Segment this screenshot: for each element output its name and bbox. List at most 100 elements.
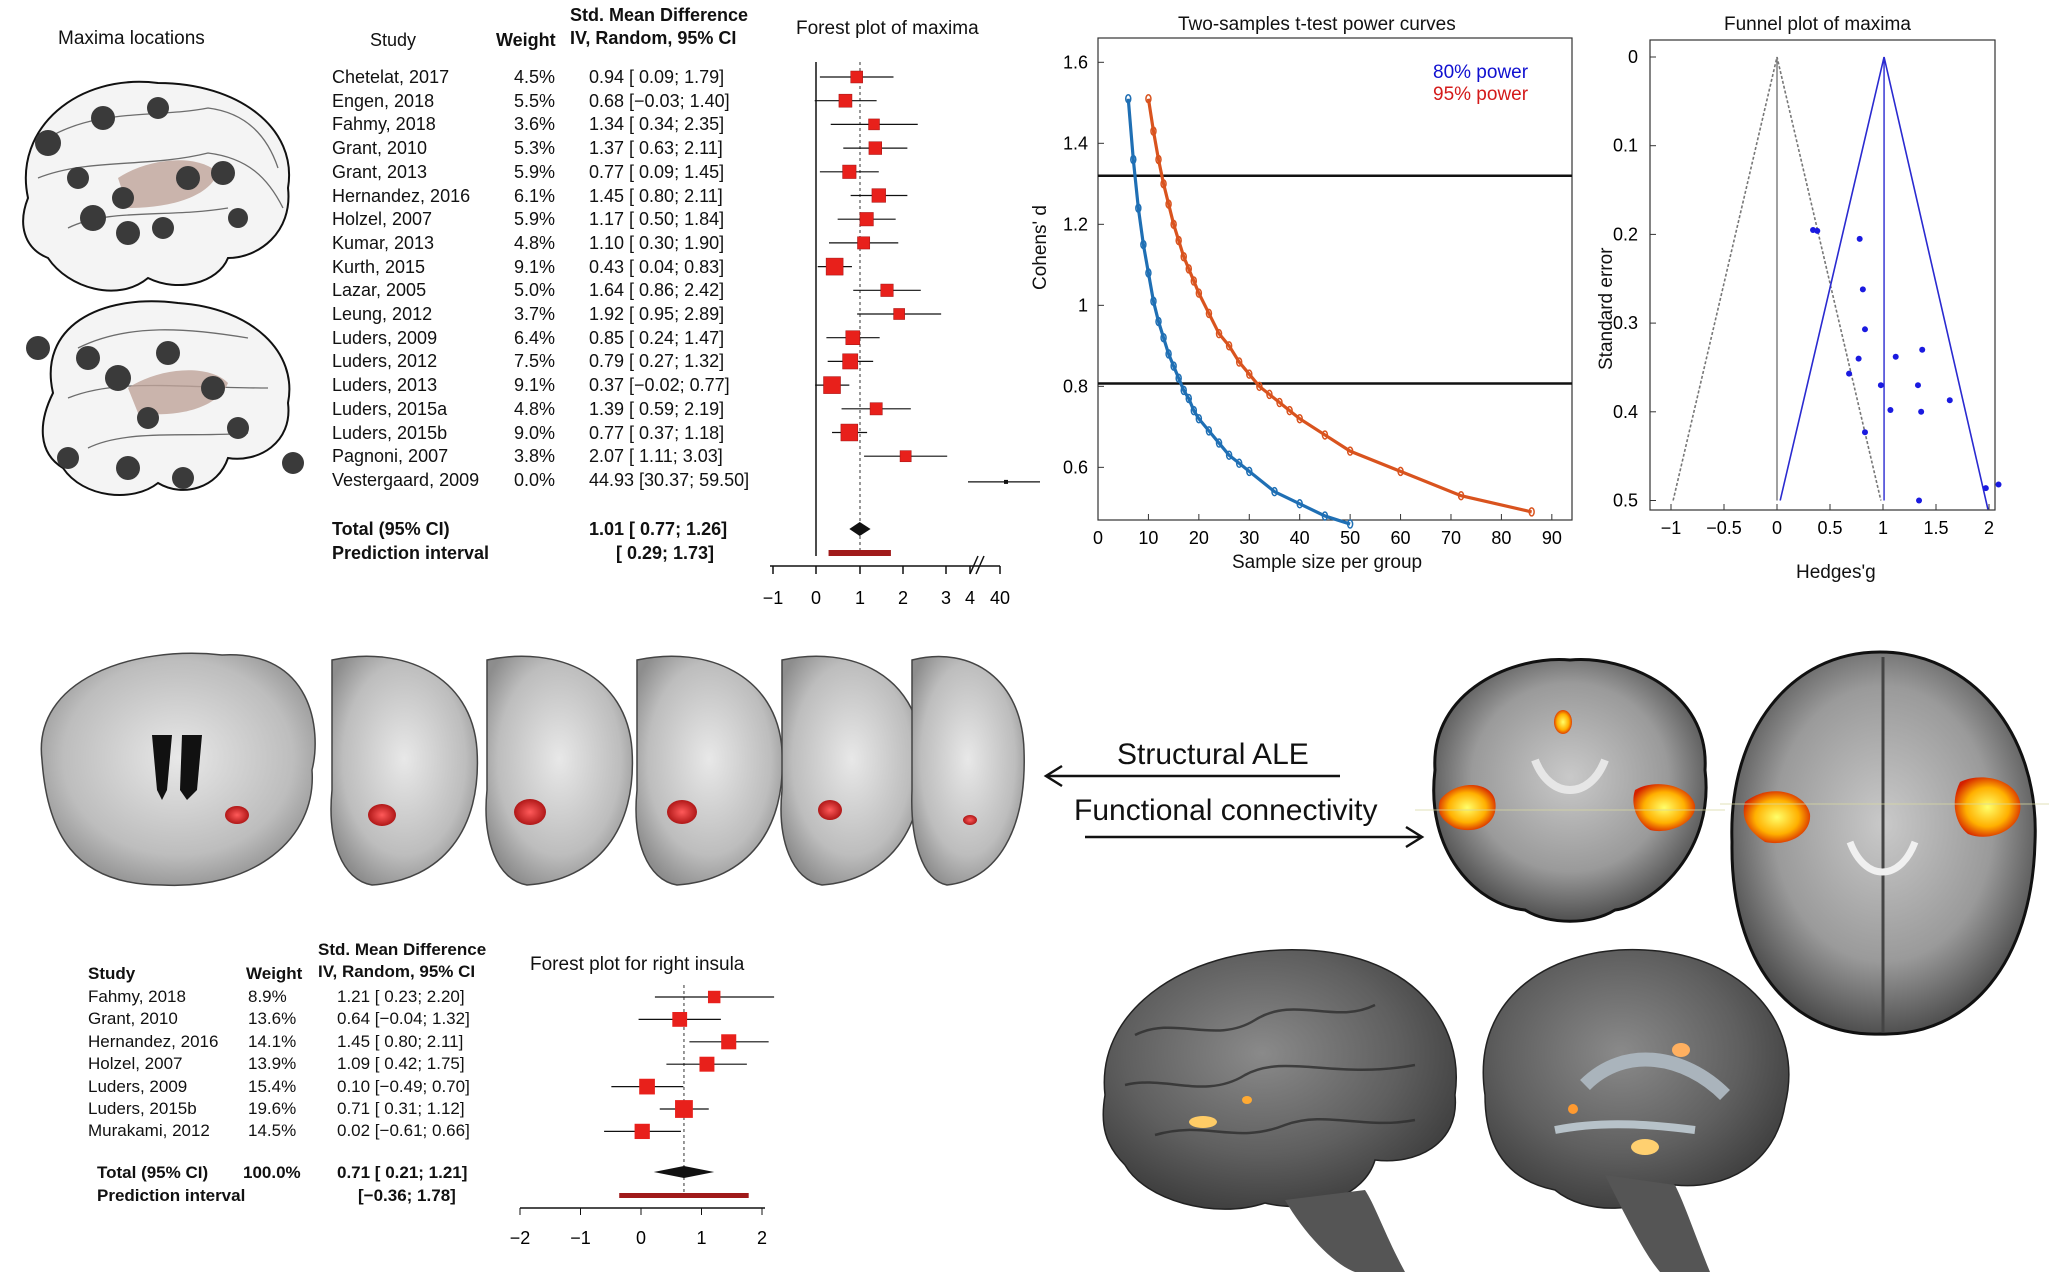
forest1-estimate-box: [840, 423, 859, 442]
power-series-line: [1126, 98, 1351, 526]
forest1-study-cell: Lazar, 2005: [332, 280, 427, 301]
forest1-ci-cell: 1.64 [ 0.86; 2.42]: [589, 280, 725, 301]
power-series-point: [1225, 341, 1233, 351]
forest2-smd-header: Std. Mean Difference: [318, 940, 487, 959]
forest2-total-label: Total (95% CI): [97, 1163, 209, 1182]
forest1-weight-cell: 5.0%: [514, 280, 556, 301]
power-series-point: [1205, 308, 1213, 319]
forest1-total-label: Total (95% CI): [332, 519, 450, 539]
forest2-tick-label: −1: [570, 1228, 591, 1248]
forest1-axis-break: [969, 555, 985, 575]
power-y-tick-label: 0.8: [1063, 376, 1088, 396]
forest1-ci-cell: 1.39 [ 0.59; 2.19]: [589, 398, 725, 419]
power-series-point: [1155, 316, 1162, 327]
forest2-weight-cell: 14.5%: [248, 1121, 297, 1141]
funnel-ylabel: Standard error: [1596, 247, 1617, 370]
forest2-study-cell: Grant, 2010: [88, 1009, 178, 1029]
forest1-weight-cell: 5.3%: [514, 138, 556, 159]
funnel-y-tick-label: 0.2: [1613, 224, 1638, 244]
power-y-tick-label: 1.4: [1063, 133, 1088, 153]
forest1-estimate-box: [823, 376, 841, 394]
forest1-study-cell: Hernandez, 2016: [332, 185, 471, 206]
forest1-ci-cell: 0.68 [−0.03; 1.40]: [589, 90, 730, 111]
forest1-estimate-box: [880, 283, 894, 297]
forest1-estimate-box: [1004, 479, 1008, 484]
forest1-study-cell: Grant, 2010: [332, 138, 428, 159]
forest1-weight-cell: 5.9%: [514, 161, 556, 182]
forest1-study-cell: Pagnoni, 2007: [332, 446, 449, 467]
power-x-tick-label: 30: [1239, 528, 1259, 548]
forest1-pi-ci: [ 0.29; 1.73]: [616, 543, 715, 563]
forest1-weight-header: Weight: [496, 30, 556, 50]
power-x-tick-label: 0: [1093, 528, 1103, 548]
forest2-ci-cell: 0.02 [−0.61; 0.66]: [337, 1121, 470, 1141]
forest1-ci-cell: 0.37 [−0.02; 0.77]: [589, 375, 730, 396]
forest1-study-cell: Chetelat, 2017: [332, 67, 450, 87]
forest1-weight-cell: 6.1%: [514, 185, 556, 206]
power-series-point: [1397, 466, 1404, 477]
forest1-study-cell: Luders, 2012: [332, 351, 438, 372]
forest2-weight-cell: 15.4%: [248, 1076, 297, 1096]
power-xlabel: Sample size per group: [1232, 552, 1423, 573]
forest1-ci-cell: 1.10 [ 0.30; 1.90]: [589, 232, 725, 253]
forest2-ci-cell: 1.45 [ 0.80; 2.11]: [337, 1031, 464, 1051]
power-series-point: [1180, 251, 1187, 262]
power-series-point: [1195, 288, 1203, 298]
coronal-slices-image: [40, 652, 1025, 887]
forest1-weight-cell: 9.0%: [514, 422, 556, 443]
funnel-point: [1892, 353, 1899, 360]
power-series-point: [1165, 199, 1172, 209]
forest2-ci-cell: 0.10 [−0.49; 0.70]: [337, 1076, 470, 1096]
forest1-weight-cell: 7.5%: [514, 351, 556, 372]
funnel-y-tick-label: 0: [1628, 47, 1638, 67]
funnel-x-tick-label: −1: [1661, 518, 1682, 538]
forest1-weight-cell: 0.0%: [514, 469, 556, 490]
forest1-study-cell: Kumar, 2013: [332, 232, 435, 253]
forest1-smd-header: Std. Mean Difference: [570, 5, 749, 25]
maxima-brain-images: [22, 80, 304, 496]
forest1-weight-cell: 9.1%: [514, 256, 556, 277]
power-series-point: [1346, 519, 1354, 529]
forest1-weight-cell: 3.8%: [514, 446, 556, 467]
forest1-pi-label: Prediction interval: [332, 543, 490, 563]
forest1-plot: −1 0 1 2 3 4 40: [763, 62, 1040, 608]
funnel-point: [1982, 485, 1989, 492]
funnel-x-tick-label: −0.5: [1706, 518, 1742, 538]
forest1-estimate-box: [842, 353, 859, 370]
power-x-tick-label: 80: [1491, 528, 1511, 548]
arrows: [1043, 764, 1425, 849]
fc-axial-image: [1720, 650, 2049, 1036]
forest1-ci-cell: 0.77 [ 0.09; 1.45]: [589, 161, 725, 182]
forest1-estimate-box: [857, 236, 871, 250]
forest2-weight-cell: 13.6%: [248, 1009, 297, 1029]
funnel-y-tick-label: 0.3: [1613, 313, 1638, 333]
forest1-study-cell: Luders, 2015a: [332, 398, 448, 419]
power-series-point: [1266, 389, 1273, 400]
forest1-estimate-box: [868, 141, 882, 155]
forest1-study-cell: Holzel, 2007: [332, 209, 433, 230]
power-series-point: [1235, 357, 1243, 367]
fc-coronal-image: [1415, 658, 1725, 923]
power-series-point: [1256, 381, 1263, 392]
power-series-point: [1175, 235, 1182, 246]
forest2-ci-cell: 0.64 [−0.04; 1.32]: [337, 1009, 470, 1029]
power-series-point: [1145, 268, 1152, 278]
power-title: Two-samples t-test power curves: [1178, 14, 1456, 35]
power-series-point: [1140, 239, 1147, 250]
power-series-point: [1246, 369, 1253, 379]
forest1-estimate-box: [842, 164, 857, 179]
forest2-estimate-box: [699, 1056, 715, 1072]
power-y-tick-label: 1.6: [1063, 52, 1088, 72]
forest1-tick-label: 0: [811, 588, 821, 608]
forest1-weight-cell: 9.1%: [514, 375, 556, 396]
forest1-study-cell: Luders, 2009: [332, 327, 438, 348]
power-series-point: [1175, 373, 1182, 383]
power-series-point: [1296, 413, 1303, 424]
funnel-point: [1856, 235, 1863, 242]
forest2-study-cell: Fahmy, 2018: [88, 987, 186, 1006]
forest2-weight-cell: 8.9%: [248, 987, 287, 1006]
power-legend-95: 95% power: [1433, 84, 1529, 105]
funnel-point: [1859, 286, 1866, 293]
forest2-weight-cell: 13.9%: [248, 1054, 297, 1074]
forest1-weight-cell: 5.5%: [514, 90, 556, 111]
